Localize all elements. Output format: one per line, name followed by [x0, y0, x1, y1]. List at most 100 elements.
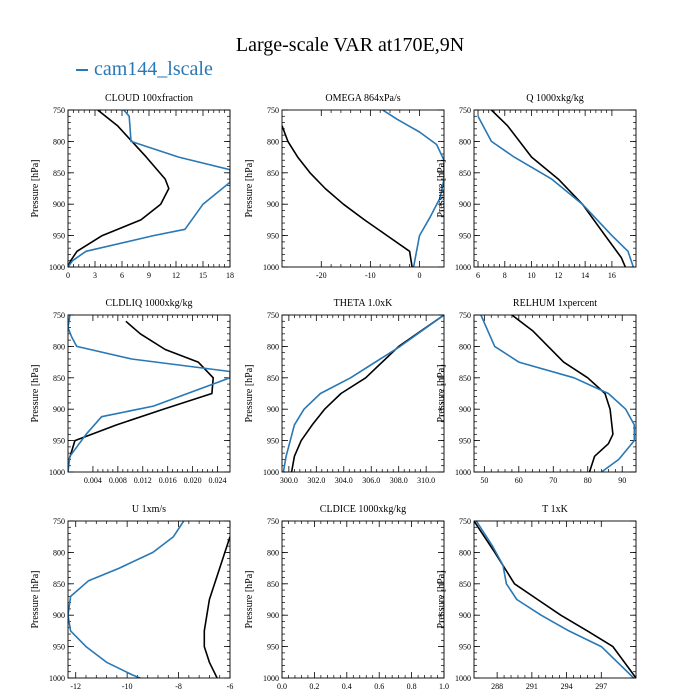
- x-tick-label: 1.0: [439, 682, 449, 691]
- y-tick-label: 800: [267, 342, 279, 351]
- series-line-model: [68, 110, 230, 267]
- y-tick-label: 750: [459, 517, 471, 526]
- x-tick-label: -20: [316, 271, 327, 280]
- plot-frame: [67, 109, 231, 268]
- x-tick-label: 0.020: [184, 476, 202, 485]
- y-tick-label: 1000: [263, 674, 279, 683]
- panel-title: CLDLIQ 1000xkg/kg: [106, 298, 193, 309]
- panel-8: CLDICE 1000xkg/kg Pressure [hPa] 750 800 850…: [244, 504, 449, 691]
- y-tick-label: 1000: [455, 468, 471, 477]
- x-tick-label: 0.6: [374, 682, 384, 691]
- panel-title: CLDICE 1000xkg/kg: [320, 504, 406, 515]
- y-tick-label: 900: [267, 405, 279, 414]
- x-tick-label: -12: [70, 682, 81, 691]
- y-tick-label: 750: [267, 311, 279, 320]
- series-line-obs: [290, 315, 444, 472]
- x-tick-label: 70: [549, 476, 557, 485]
- y-tick-label: 1000: [49, 468, 65, 477]
- series-line-obs: [490, 110, 627, 267]
- y-tick-label: 800: [53, 548, 65, 557]
- y-tick-label: 900: [53, 405, 65, 414]
- panel-1: CLOUD 100xfraction Pressure [hPa] 750 800 85…: [30, 93, 234, 280]
- plot-frame: [281, 520, 445, 679]
- y-tick-label: 1000: [49, 674, 65, 683]
- legend-label: cam144_lscale: [94, 58, 213, 80]
- x-tick-label: 288: [491, 682, 503, 691]
- y-tick-label: 1000: [455, 263, 471, 272]
- panel-title: OMEGA 864xPa/s: [325, 93, 400, 104]
- series-line-model: [480, 315, 636, 472]
- series-line-obs: [282, 125, 413, 267]
- y-tick-label: 950: [459, 232, 471, 241]
- x-tick-label: 0.004: [84, 476, 102, 485]
- y-tick-label: 750: [267, 106, 279, 115]
- panel-2: OMEGA 864xPa/s Pressure [hPa] 750 800 850 900…: [244, 93, 445, 280]
- plot-frame: [473, 520, 637, 679]
- series-line-obs: [68, 110, 170, 267]
- x-tick-label: 6: [476, 271, 480, 280]
- x-tick-label: 0.4: [342, 682, 352, 691]
- y-tick-label: 950: [267, 643, 279, 652]
- y-tick-label: 950: [53, 232, 65, 241]
- x-tick-label: -6: [227, 682, 234, 691]
- y-tick-label: 850: [267, 580, 279, 589]
- panel-title: RELHUM 1xpercent: [513, 298, 597, 309]
- plot-frame: [473, 314, 637, 473]
- y-tick-label: 850: [53, 374, 65, 383]
- x-tick-label: 0.0: [277, 682, 287, 691]
- y-tick-label: 850: [459, 169, 471, 178]
- x-tick-label: 302.0: [307, 476, 325, 485]
- page-title: Large-scale VAR at170E,9N: [235, 34, 465, 56]
- series-line-obs: [511, 315, 614, 472]
- x-tick-label: 3: [93, 271, 97, 280]
- x-tick-label: 308.0: [390, 476, 408, 485]
- x-tick-label: 0.2: [309, 682, 319, 691]
- series-line-obs: [68, 320, 214, 460]
- panel-9: T 1xK Pressure [hPa] 750 800 850 900 950 1000 28…: [436, 504, 637, 691]
- y-tick-label: 1000: [263, 468, 279, 477]
- panel-6: RELHUM 1xpercent Pressure [hPa] 750 800 850 9…: [436, 298, 637, 485]
- y-tick-label: 750: [459, 311, 471, 320]
- x-tick-label: 8: [503, 271, 507, 280]
- series-line-model: [68, 315, 230, 472]
- x-tick-label: 14: [581, 271, 589, 280]
- y-tick-label: 750: [53, 311, 65, 320]
- y-axis-label: Pressure [hPa]: [244, 570, 255, 628]
- y-tick-label: 1000: [49, 263, 65, 272]
- series-line-model: [475, 521, 635, 678]
- y-axis-label: Pressure [hPa]: [436, 159, 447, 217]
- x-tick-label: 306.0: [362, 476, 380, 485]
- x-tick-label: 0.008: [109, 476, 127, 485]
- y-tick-label: 750: [267, 517, 279, 526]
- legend-swatch: [76, 69, 88, 72]
- series-line-obs: [474, 521, 636, 678]
- y-tick-label: 950: [267, 437, 279, 446]
- x-tick-label: 0: [66, 271, 70, 280]
- y-axis-label: Pressure [hPa]: [244, 364, 255, 422]
- x-tick-label: 0.8: [407, 682, 417, 691]
- series-line-model: [282, 315, 444, 472]
- x-tick-label: 310.0: [417, 476, 435, 485]
- y-tick-label: 800: [459, 548, 471, 557]
- panel-title: U 1xm/s: [132, 504, 166, 515]
- panel-5: THETA 1.0xK Pressure [hPa] 750 800 850 900 950…: [244, 298, 445, 485]
- y-tick-label: 950: [53, 437, 65, 446]
- y-tick-label: 800: [459, 342, 471, 351]
- y-axis-label: Pressure [hPa]: [244, 159, 255, 217]
- y-tick-label: 900: [459, 405, 471, 414]
- y-tick-label: 850: [459, 580, 471, 589]
- x-tick-label: 10: [528, 271, 536, 280]
- x-tick-label: -10: [365, 271, 376, 280]
- panel-4: CLDLIQ 1000xkg/kg Pressure [hPa] 750 800 850…: [30, 298, 231, 485]
- x-tick-label: 80: [584, 476, 592, 485]
- y-tick-label: 900: [267, 611, 279, 620]
- series-line-model: [382, 110, 444, 267]
- y-tick-label: 850: [459, 374, 471, 383]
- x-tick-label: 294: [561, 682, 573, 691]
- plot-frame: [473, 109, 637, 268]
- plot-frame: [281, 109, 445, 268]
- x-tick-label: 12: [554, 271, 562, 280]
- x-tick-label: 16: [608, 271, 616, 280]
- y-tick-label: 900: [53, 200, 65, 209]
